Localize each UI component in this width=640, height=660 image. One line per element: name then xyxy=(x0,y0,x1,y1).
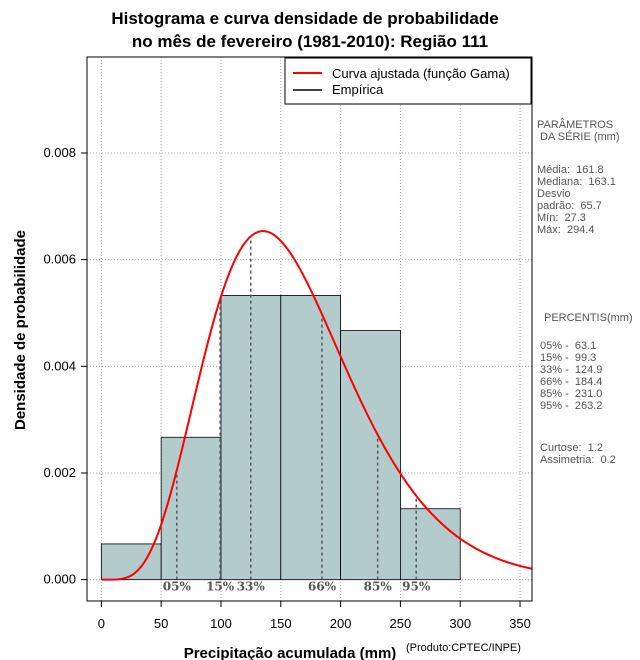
histogram-bar xyxy=(340,330,401,581)
legend-empirical-label: Empírica xyxy=(332,82,384,97)
credit-label: (Produto:CPTEC/INPE) xyxy=(406,642,521,654)
histogram-bar xyxy=(280,294,342,581)
y-tick-label: 0.004 xyxy=(43,358,76,373)
legend-box xyxy=(284,57,532,105)
x-tick-label: 150 xyxy=(270,616,292,631)
percentile-label: 05% xyxy=(163,580,192,594)
y-tick-label: 0.002 xyxy=(43,465,76,480)
stats-body: Curtose: 1.2 Assimetria: 0.2 xyxy=(540,442,616,466)
x-tick-label: 0 xyxy=(98,616,105,631)
histogram-bar xyxy=(400,508,461,581)
y-axis-label: Densidade de probabilidade xyxy=(12,230,29,430)
legend-curve-label: Curva ajustada (função Gama) xyxy=(332,66,510,81)
x-tick-label: 300 xyxy=(449,616,471,631)
y-tick-label: 0.000 xyxy=(43,572,76,587)
x-axis-label: Precipitação acumulada (mm) xyxy=(184,645,397,660)
chart-title-line-1: Histograma e curva densidade de probabil… xyxy=(111,9,498,28)
y-tick-label: 0.006 xyxy=(43,252,76,267)
gamma-curve xyxy=(101,230,532,581)
percentile-label: 33% xyxy=(237,580,266,594)
params-body: Média: 161.8 Mediana: 163.1 Desvio padrã… xyxy=(537,164,616,236)
percentile-label: 85% xyxy=(364,580,393,594)
x-tick-label: 200 xyxy=(330,616,352,631)
percentile-label: 15% xyxy=(206,580,235,594)
percentile-label: 66% xyxy=(308,580,337,594)
params-header: PARÂMETROS DA SÉRIE (mm) xyxy=(537,119,620,143)
percentis-header: PERCENTIS(mm) xyxy=(544,312,633,324)
x-tick-label: 100 xyxy=(210,616,232,631)
percentis-body: 05% - 63.1 15% - 99.3 33% - 124.9 66% - … xyxy=(540,340,603,412)
chart-title-line-2: no mês de fevereiro (1981-2010): Região … xyxy=(132,32,488,51)
histogram-bar xyxy=(160,436,222,581)
percentile-label: 95% xyxy=(402,580,431,594)
x-tick-label: 50 xyxy=(154,616,168,631)
x-tick-label: 250 xyxy=(390,616,412,631)
y-tick-label: 0.008 xyxy=(43,145,76,160)
plot-border xyxy=(86,56,533,602)
x-tick-label: 350 xyxy=(509,616,531,631)
